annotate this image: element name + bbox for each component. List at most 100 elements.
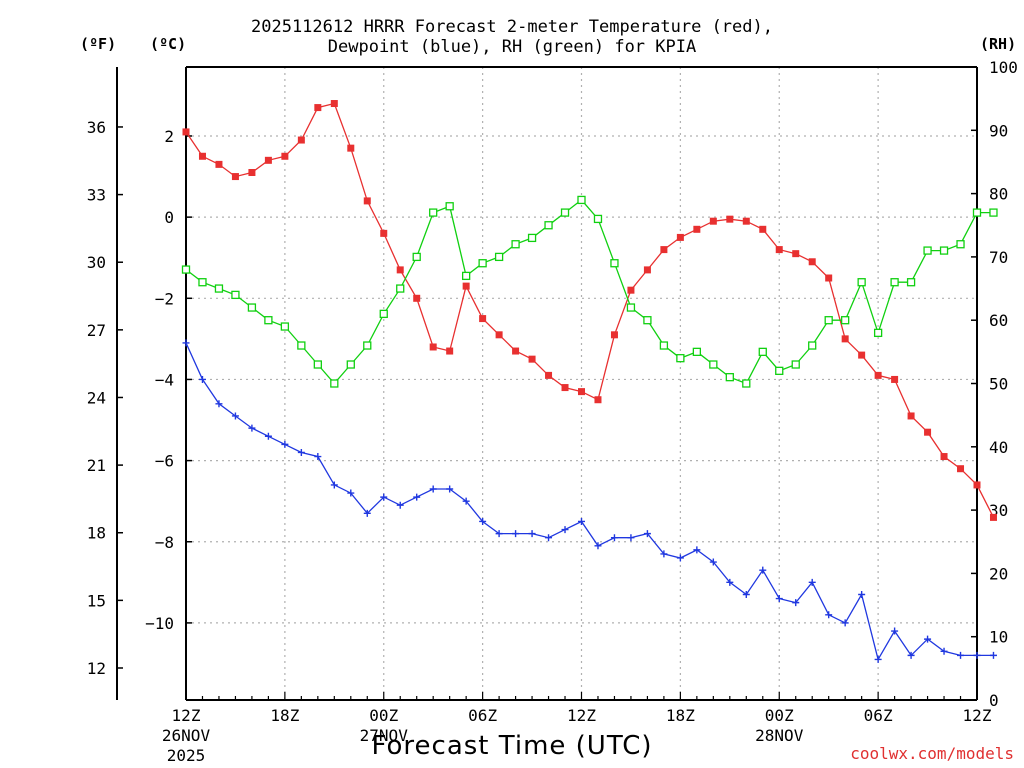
rh-point — [198, 278, 207, 287]
rh-point — [791, 360, 800, 369]
rh-point — [461, 271, 471, 281]
temperature-point — [281, 152, 289, 160]
dewpoint-point — [380, 493, 388, 501]
dewpoint-point — [610, 534, 618, 542]
temperature-point — [429, 343, 437, 351]
temperature-point — [825, 274, 833, 282]
temperature-point — [413, 294, 421, 302]
dewpoint-point — [759, 566, 767, 574]
dewpoint-point — [479, 517, 487, 525]
temperature-point — [594, 396, 602, 404]
chart-title-line-1: 2025112612 HRRR Forecast 2-meter Tempera… — [251, 17, 773, 37]
dewpoint-point — [429, 485, 437, 493]
dewpoint-point — [660, 550, 668, 558]
dewpoint-point — [297, 448, 305, 456]
temperature-point — [528, 355, 536, 363]
chart-title-line-2: Dewpoint (blue), RH (green) for KPIA — [327, 37, 697, 57]
rh-tick-label: 60 — [989, 311, 1008, 330]
dewpoint-point — [709, 558, 717, 566]
rh-point — [841, 316, 850, 325]
temperature-point — [792, 250, 800, 258]
temperature-point — [940, 453, 948, 461]
rh-point — [824, 316, 833, 325]
time-tick-label: 12Z — [172, 706, 201, 725]
time-tick-label: 12Z — [963, 706, 992, 725]
fahrenheit-tick-label: 33 — [87, 186, 106, 205]
rh-point — [956, 240, 965, 249]
celsius-tick-label: −8 — [155, 533, 174, 552]
rh-point — [890, 278, 899, 287]
rh-point — [659, 341, 669, 350]
date-tick-label: 28NOV — [755, 726, 804, 745]
dewpoint-point — [446, 485, 454, 493]
dewpoint-point — [248, 424, 256, 432]
rh-point — [247, 303, 257, 312]
dewpoint-point — [792, 599, 800, 607]
rh-point — [396, 284, 405, 293]
dewpoint-point — [874, 655, 882, 663]
temperature-point — [495, 331, 503, 339]
temperature-point — [627, 286, 635, 294]
fahrenheit-tick-label: 27 — [87, 321, 106, 340]
temperature-point — [347, 144, 355, 152]
rh-point — [412, 252, 421, 262]
rh-point — [429, 208, 438, 217]
rh-point — [297, 341, 306, 350]
temperature-point — [841, 335, 849, 343]
celsius-tick-label: 2 — [164, 127, 174, 146]
dewpoint-point — [907, 651, 915, 659]
temperature-point — [545, 371, 553, 379]
temperature-point — [891, 375, 899, 383]
temperature-point — [446, 347, 454, 355]
rh-point — [906, 278, 916, 287]
dewpoint-point — [413, 493, 421, 501]
temperature-point — [610, 331, 618, 339]
celsius-tick-label: −6 — [155, 452, 174, 471]
temperature-point — [660, 246, 668, 254]
dewpoint-point — [528, 530, 536, 538]
rh-tick-label: 70 — [989, 248, 1008, 267]
dewpoint-point — [891, 627, 899, 635]
dewpoint-point — [231, 412, 239, 420]
temperature-point — [561, 384, 569, 392]
rh-tick-label: 50 — [989, 375, 1008, 394]
dewpoint-point — [314, 453, 322, 461]
rh-point — [676, 354, 685, 363]
rh-point — [939, 246, 949, 255]
temperature-line — [185, 102, 995, 518]
dewpoint-point — [182, 339, 190, 347]
time-tick-label: 00Z — [765, 706, 794, 725]
temperature-point — [709, 217, 717, 225]
dewpoint-point — [742, 591, 750, 598]
temperature-point — [330, 100, 338, 108]
temperature-point — [726, 215, 734, 223]
fahrenheit-axis-unit: (ºF) — [80, 35, 117, 53]
rh-tick-label: 0 — [989, 691, 999, 710]
temperature-point — [182, 128, 190, 136]
fahrenheit-tick-label: 18 — [87, 524, 106, 543]
temperature-point — [512, 347, 520, 355]
temperature-point — [693, 225, 701, 233]
time-tick-label: 00Z — [369, 706, 398, 725]
rh-point — [264, 316, 273, 325]
rh-point — [280, 322, 290, 331]
celsius-tick-label: −10 — [145, 614, 174, 633]
rh-tick-label: 10 — [989, 628, 1008, 647]
temperature-point — [215, 160, 223, 168]
credit-link[interactable]: coolwx.com/models — [850, 744, 1014, 763]
temperature-point — [858, 351, 866, 359]
temperature-point — [973, 481, 981, 489]
rh-point — [577, 195, 586, 205]
date-tick-label: 26NOV — [162, 726, 211, 745]
rh-point — [643, 316, 652, 325]
dewpoint-point — [281, 440, 289, 448]
fahrenheit-tick-label: 21 — [87, 456, 106, 475]
dewpoint-point — [578, 517, 585, 525]
rh-point — [181, 265, 191, 274]
rh-point — [346, 360, 355, 369]
celsius-tick-label: −4 — [155, 370, 174, 389]
rh-tick-label: 40 — [989, 438, 1008, 457]
dewpoint-point — [989, 651, 997, 659]
celsius-tick-label: 0 — [164, 208, 174, 227]
temperature-point — [314, 104, 322, 112]
